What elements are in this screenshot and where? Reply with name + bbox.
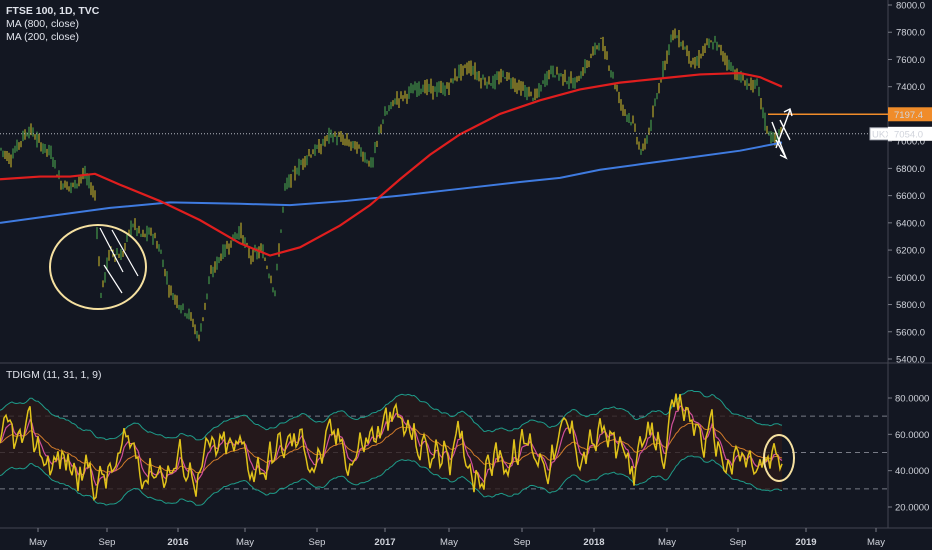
symbol-badge-text: UKX	[872, 129, 892, 140]
time-tick-label: 2019	[795, 537, 816, 548]
ma200-line	[0, 71, 783, 257]
indicator-legend: TDIGM (11, 31, 1, 9)	[6, 369, 102, 382]
price-tick-label: 6800.0	[896, 164, 925, 175]
projection-line	[775, 139, 788, 160]
level-price-badge-text: 7197.4	[894, 110, 923, 121]
tdi-price-line	[0, 393, 783, 502]
time-tick-label: 2016	[167, 537, 188, 548]
price-tick-label: 7800.0	[896, 28, 925, 39]
ma800-label[interactable]: MA (800, close)	[6, 18, 79, 30]
annotation-line	[111, 229, 139, 277]
price-tick-label: 6000.0	[896, 273, 925, 284]
tdi-lower-band	[0, 455, 783, 506]
indicator-tick-label: 60.0000	[895, 430, 929, 441]
annotation-ellipse	[49, 224, 147, 310]
time-tick-label: Sep	[99, 537, 116, 548]
price-tick-label: 6600.0	[896, 191, 925, 202]
tdi-band-fill	[0, 390, 782, 506]
projection-arrows	[771, 107, 793, 160]
tdi-market-base-line	[0, 422, 783, 474]
price-tick-label: 5400.0	[896, 355, 925, 366]
time-tick-label: May	[440, 537, 458, 548]
time-tick-label: Sep	[309, 537, 326, 548]
time-tick-label: Sep	[514, 537, 531, 548]
last-price-badge-text: 7054.0	[894, 129, 923, 140]
level-price-badge	[888, 107, 932, 122]
price-candles	[0, 28, 782, 342]
price-tick-label: 6200.0	[896, 246, 925, 257]
time-tick-label: May	[867, 537, 885, 548]
tdi-annotation-ellipse	[763, 434, 795, 482]
time-tick-label: May	[29, 537, 47, 548]
annotation-line	[99, 227, 124, 273]
price-tick-label: 8000.0	[896, 1, 925, 12]
projection-arrowhead	[783, 107, 793, 117]
tdi-signal-line	[0, 405, 783, 486]
time-tick-label: 2018	[583, 537, 604, 548]
indicator-title[interactable]: TDIGM (11, 31, 1, 9)	[6, 369, 102, 381]
indicator-tick-label: 20.0000	[895, 503, 929, 514]
symbol-title[interactable]: FTSE 100, 1D, TVC	[6, 5, 100, 17]
time-tick-label: 2017	[374, 537, 395, 548]
price-tick-label: 7600.0	[896, 55, 925, 66]
tdi-upper-band	[0, 389, 783, 441]
indicator-tick-label: 40.0000	[895, 466, 929, 477]
projection-arrow	[775, 109, 791, 149]
main-legend: FTSE 100, 1D, TVC MA (800, close) MA (20…	[6, 5, 99, 44]
last-price-badge	[888, 126, 932, 141]
ma200-label[interactable]: MA (200, close)	[6, 31, 79, 43]
projection-line	[779, 119, 791, 141]
price-tick-label: 7000.0	[896, 137, 925, 148]
time-tick-label: Sep	[730, 537, 747, 548]
time-tick-label: May	[236, 537, 254, 548]
time-tick-label: May	[658, 537, 676, 548]
indicator-tick-label: 80.0000	[895, 394, 929, 405]
price-tick-label: 5600.0	[896, 327, 925, 338]
price-tick-label: 7400.0	[896, 82, 925, 93]
price-tick-label: 5800.0	[896, 300, 925, 311]
ma800-line	[0, 141, 783, 224]
annotation-line	[103, 264, 123, 294]
price-tick-label: 6400.0	[896, 218, 925, 229]
